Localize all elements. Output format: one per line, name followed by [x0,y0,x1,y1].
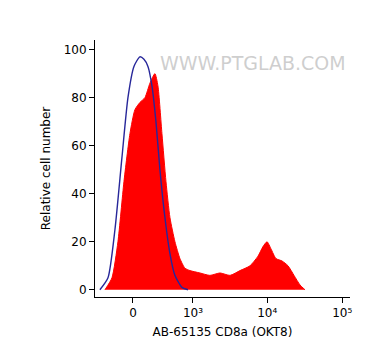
svg-text:20: 20 [71,235,86,249]
svg-text:10⁵: 10⁵ [332,306,352,320]
svg-text:40: 40 [71,187,86,201]
svg-text:100: 100 [64,43,87,57]
svg-text:0: 0 [129,306,137,320]
svg-text:60: 60 [71,139,86,153]
svg-text:10⁴: 10⁴ [257,306,277,320]
svg-text:0: 0 [79,283,87,297]
svg-text:Relative cell number: Relative cell number [39,107,53,231]
svg-text:10³: 10³ [183,306,203,320]
svg-text:WWW.PTGLAB.COM: WWW.PTGLAB.COM [160,52,346,74]
svg-text:AB-65135 CD8a (OKT8): AB-65135 CD8a (OKT8) [153,325,293,339]
svg-text:80: 80 [71,91,86,105]
